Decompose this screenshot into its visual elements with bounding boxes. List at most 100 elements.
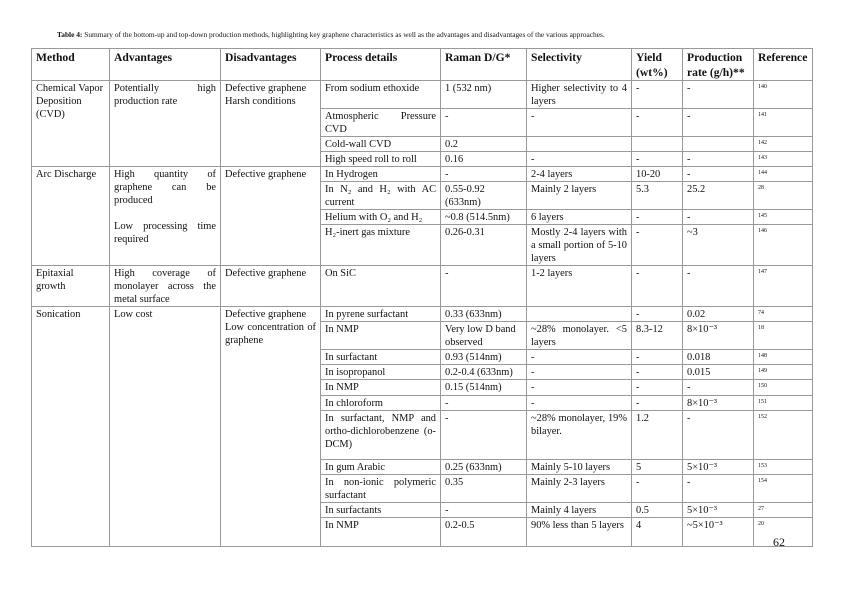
production-rate-cell: 8×10⁻³ — [682, 395, 754, 411]
production-rate-cell: - — [682, 80, 754, 109]
disadvantage-text: Defective graphene — [225, 83, 307, 94]
yield-cell: - — [631, 209, 683, 225]
reference-cell: 142 — [753, 136, 813, 152]
advantage-text: Low cost — [114, 309, 153, 320]
raman-cell: Very low D band observed — [440, 321, 527, 350]
table-row: H₂-inert gas mixture 0.26-0.31 Mostly 2-4 … — [32, 224, 813, 266]
production-rate-cell: 0.015 — [682, 364, 754, 380]
process-cell: Atmospheric Pressure CVD — [320, 108, 441, 137]
page-number: 62 — [773, 535, 785, 549]
selectivity-cell: Mainly 5-10 layers — [526, 459, 632, 475]
advantage-text: High quantity of graphene can be produce… — [114, 169, 216, 206]
process-cell: In N₂ and H₂ with AC current — [320, 181, 441, 210]
production-rate-cell — [682, 136, 754, 152]
header-disadvantages: Disadvantages — [220, 48, 321, 81]
reference-cell: 18 — [753, 321, 813, 350]
yield-cell: 8.3-12 — [631, 321, 683, 350]
selectivity-cell: Mainly 4 layers — [526, 502, 632, 518]
header-selectivity: Selectivity — [526, 48, 632, 81]
process-cell: On SiC — [320, 265, 441, 307]
process-cell: Helium with O₂ and H₂ — [320, 209, 441, 225]
process-cell: In surfactants — [320, 502, 441, 518]
advantage-text: Low processing time required — [114, 221, 216, 245]
advantage-text: High coverage of monolayer across the me… — [114, 268, 216, 305]
header-yield: Yield (wt%) — [631, 48, 683, 81]
disadvantages-cell: Defective graphene — [220, 265, 321, 307]
reference-cell: 74 — [753, 306, 813, 322]
method-cell: Arc Discharge — [31, 166, 110, 266]
raman-cell: 0.35 — [440, 474, 527, 503]
selectivity-cell: Higher selectivity to 4 layers — [526, 80, 632, 109]
process-cell: In surfactant — [320, 349, 441, 365]
reference-cell: 140 — [753, 80, 813, 109]
table-row: In surfactant, NMP and ortho-dichloroben… — [32, 410, 813, 460]
process-cell: In NMP — [320, 379, 441, 396]
raman-cell: - — [440, 108, 527, 137]
production-rate-cell: ~3 — [682, 224, 754, 266]
reference-cell: 149 — [753, 364, 813, 380]
table-header-row: Method Advantages Disadvantages Process det… — [31, 48, 813, 81]
table-row: In surfactants - Mainly 4 layers 0.5 5×10⁻³ 2… — [32, 502, 813, 518]
raman-cell: - — [440, 410, 527, 460]
selectivity-cell — [526, 306, 632, 322]
yield-cell — [631, 136, 683, 152]
disadvantages-cell: Defective graphene Low concentration of g… — [220, 306, 321, 547]
yield-cell: 10-20 — [631, 166, 683, 182]
yield-cell: - — [631, 108, 683, 137]
yield-cell: - — [631, 379, 683, 396]
raman-cell: 0.2-0.5 — [440, 517, 527, 547]
yield-cell: 1.2 — [631, 410, 683, 460]
selectivity-cell: Mainly 2-3 layers — [526, 474, 632, 503]
process-cell: Cold-wall CVD — [320, 136, 441, 152]
process-cell: In NMP — [320, 321, 441, 350]
reference-cell: 20 — [753, 517, 813, 547]
yield-cell: - — [631, 224, 683, 266]
disadvantage-text: Defective graphene — [225, 169, 307, 180]
table-row: High speed roll to roll 0.16- - -143 — [32, 151, 813, 167]
reference-cell: 141 — [753, 108, 813, 137]
header-method: Method — [31, 48, 110, 81]
raman-cell: 0.2-0.4 (633nm) — [440, 364, 527, 380]
yield-cell: - — [631, 349, 683, 365]
raman-cell: 1 (532 nm) — [440, 80, 527, 109]
disadvantage-text: Defective graphene — [225, 309, 307, 320]
raman-cell: 0.93 (514nm) — [440, 349, 527, 365]
selectivity-cell: - — [526, 379, 632, 396]
yield-cell: - — [631, 151, 683, 167]
raman-cell: - — [440, 166, 527, 182]
selectivity-cell: - — [526, 108, 632, 137]
yield-cell: 4 — [631, 517, 683, 547]
advantages-cell: Potentially high production rate — [109, 80, 221, 167]
raman-cell: ~0.8 (514.5nm) — [440, 209, 527, 225]
reference-cell: 143 — [753, 151, 813, 167]
header-reference: Reference — [753, 48, 813, 81]
header-production-rate: Production rate (g/h)** — [682, 48, 754, 81]
production-rate-cell: - — [682, 108, 754, 137]
raman-cell: - — [440, 502, 527, 518]
table-row: Atmospheric Pressure CVD - - - -141 — [32, 108, 813, 137]
reference-cell: 144 — [753, 166, 813, 182]
raman-cell: 0.25 (633nm) — [440, 459, 527, 475]
table-row: Epitaxial growth High coverage of monolay… — [31, 265, 813, 307]
selectivity-cell: Mainly 2 layers — [526, 181, 632, 210]
yield-cell: - — [631, 265, 683, 307]
raman-cell: 0.16 — [440, 151, 527, 167]
production-rate-cell: ~5×10⁻³ — [682, 517, 754, 547]
process-cell: H₂-inert gas mixture — [320, 224, 441, 266]
header-advantages: Advantages — [109, 48, 221, 81]
selectivity-cell — [526, 136, 632, 152]
production-rate-cell: - — [682, 166, 754, 182]
selectivity-cell: - — [526, 395, 632, 411]
table-row: In N₂ and H₂ with AC current 0.55-0.92 (6… — [32, 181, 813, 210]
advantages-cell: High coverage of monolayer across the me… — [109, 265, 221, 307]
table-caption: Table 4: Summary of the bottom-up and to… — [57, 30, 605, 39]
selectivity-cell: 6 layers — [526, 209, 632, 225]
yield-cell: - — [631, 395, 683, 411]
selectivity-cell: - — [526, 364, 632, 380]
production-rate-cell: - — [682, 379, 754, 396]
production-rate-cell: 5×10⁻³ — [682, 502, 754, 518]
yield-cell: - — [631, 80, 683, 109]
table-row: Chemical Vapor Deposition (CVD) Potential… — [31, 80, 813, 167]
selectivity-cell: ~28% monolayer. <5 layers — [526, 321, 632, 350]
process-cell: In surfactant, NMP and ortho-dichloroben… — [320, 410, 441, 460]
